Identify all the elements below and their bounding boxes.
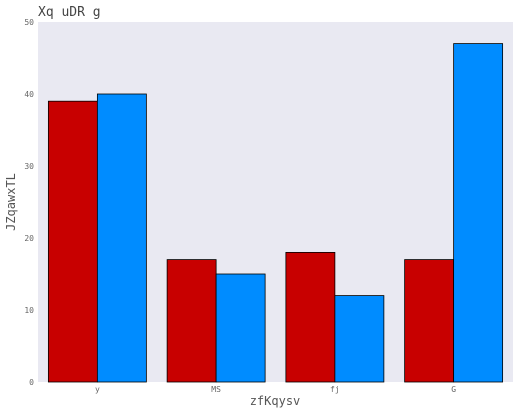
y-tick-label: 40 [24,90,34,99]
bar-series2-G [453,43,504,383]
y-tick-label: 0 [29,378,34,387]
x-tick-label: G [451,385,456,394]
bar-series2-y [96,93,147,383]
chart-title: Xq uDR g [38,5,101,20]
x-axis-label: zfKqysv [250,394,301,408]
y-tick-label: 10 [24,306,34,315]
y-tick-label: 30 [24,162,34,171]
y-axis-label: JZqawxTL [4,173,18,231]
y-axis-ticks: 0 10 20 30 40 50 [24,18,34,387]
bars-group [47,43,504,383]
y-tick-label: 20 [24,234,34,243]
bar-series1-fj [285,251,336,383]
bar-series1-G [404,259,455,383]
x-axis-ticks: y MS fj G [95,385,456,394]
bar-series1-y [47,100,98,383]
x-tick-label: fj [330,385,340,394]
y-tick-label: 50 [24,18,34,27]
x-tick-label: MS [211,385,221,394]
bar-series2-fj [334,295,385,383]
bar-series1-MS [166,259,217,383]
bar-series2-MS [215,273,266,383]
x-tick-label: y [95,385,100,394]
